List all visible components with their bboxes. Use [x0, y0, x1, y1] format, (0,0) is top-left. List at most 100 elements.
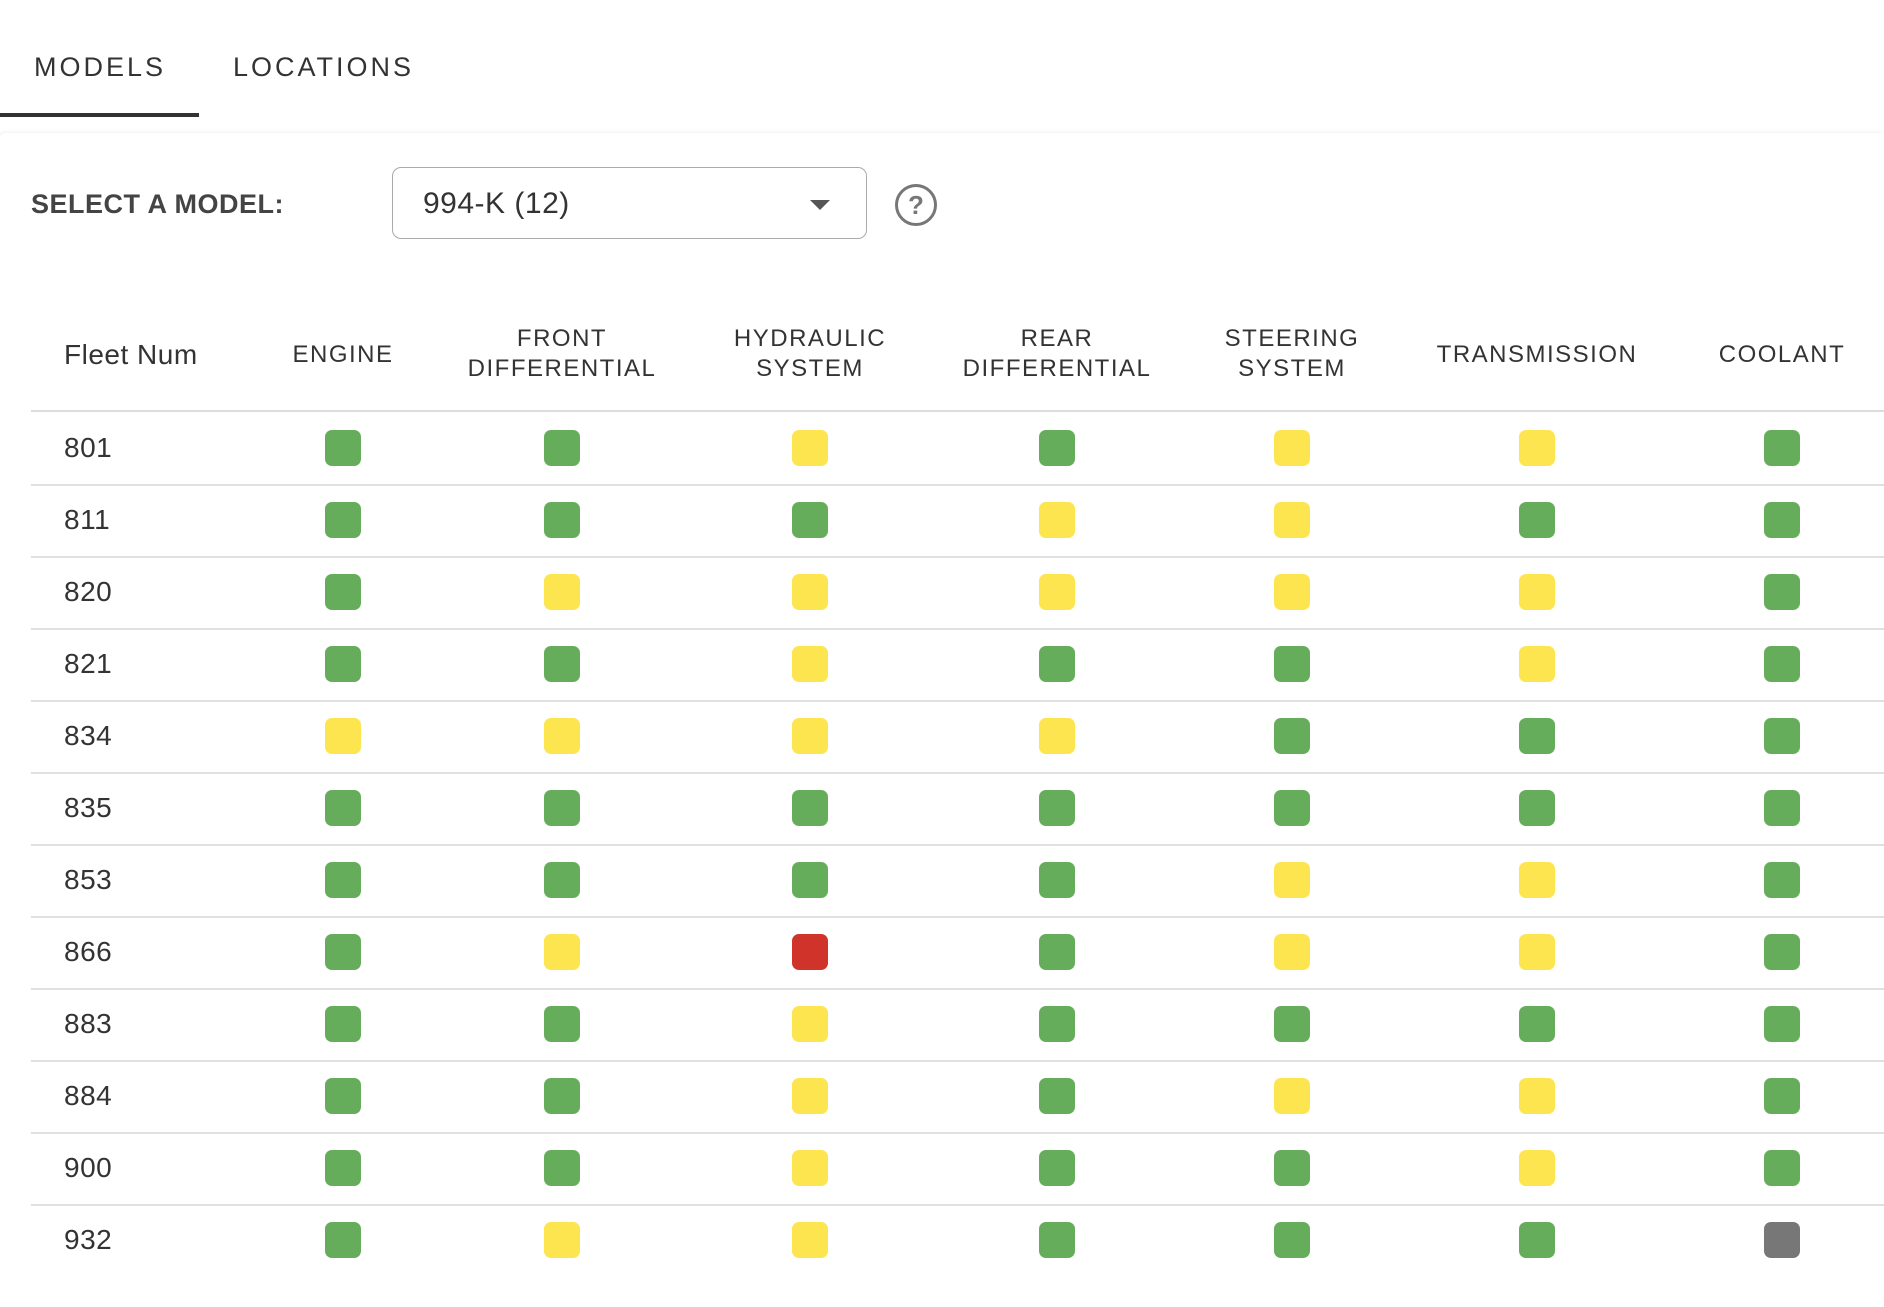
status-indicator-rear-differential[interactable] — [1039, 574, 1075, 610]
status-indicator-engine[interactable] — [325, 502, 361, 538]
tab-models[interactable]: MODELS — [34, 52, 166, 83]
status-indicator-front-differential[interactable] — [544, 862, 580, 898]
status-indicator-coolant[interactable] — [1764, 934, 1800, 970]
status-indicator-rear-differential[interactable] — [1039, 1222, 1075, 1258]
status-indicator-engine[interactable] — [325, 790, 361, 826]
status-indicator-hydraulic-system[interactable] — [792, 430, 828, 466]
status-indicator-transmission[interactable] — [1519, 862, 1555, 898]
status-indicator-coolant[interactable] — [1764, 430, 1800, 466]
status-indicator-steering-system[interactable] — [1274, 1078, 1310, 1114]
status-indicator-transmission[interactable] — [1519, 790, 1555, 826]
status-indicator-rear-differential[interactable] — [1039, 430, 1075, 466]
column-header-front-differential[interactable]: FRONTDIFFERENTIAL — [452, 300, 672, 410]
status-indicator-rear-differential[interactable] — [1039, 1078, 1075, 1114]
status-indicator-transmission[interactable] — [1519, 1222, 1555, 1258]
status-indicator-front-differential[interactable] — [544, 790, 580, 826]
status-indicator-coolant[interactable] — [1764, 790, 1800, 826]
status-indicator-steering-system[interactable] — [1274, 502, 1310, 538]
column-header-transmission[interactable]: TRANSMISSION — [1427, 300, 1647, 410]
status-indicator-steering-system[interactable] — [1274, 790, 1310, 826]
status-indicator-steering-system[interactable] — [1274, 1222, 1310, 1258]
status-indicator-coolant[interactable] — [1764, 862, 1800, 898]
table-row[interactable]: 884 — [31, 1060, 1884, 1134]
tab-locations[interactable]: LOCATIONS — [233, 52, 414, 83]
status-indicator-steering-system[interactable] — [1274, 862, 1310, 898]
status-indicator-coolant[interactable] — [1764, 1078, 1800, 1114]
status-indicator-front-differential[interactable] — [544, 1150, 580, 1186]
table-row[interactable]: 821 — [31, 628, 1884, 702]
status-indicator-steering-system[interactable] — [1274, 718, 1310, 754]
status-indicator-rear-differential[interactable] — [1039, 862, 1075, 898]
status-indicator-rear-differential[interactable] — [1039, 934, 1075, 970]
status-indicator-front-differential[interactable] — [544, 646, 580, 682]
status-indicator-rear-differential[interactable] — [1039, 1006, 1075, 1042]
status-indicator-hydraulic-system[interactable] — [792, 502, 828, 538]
status-indicator-coolant[interactable] — [1764, 1150, 1800, 1186]
status-indicator-front-differential[interactable] — [544, 1078, 580, 1114]
column-header-coolant[interactable]: COOLANT — [1672, 300, 1884, 410]
column-header-hydraulic-system[interactable]: HYDRAULICSYSTEM — [700, 300, 920, 410]
table-row[interactable]: 900 — [31, 1132, 1884, 1206]
column-header-steering-system[interactable]: STEERINGSYSTEM — [1182, 300, 1402, 410]
status-indicator-rear-differential[interactable] — [1039, 790, 1075, 826]
status-indicator-transmission[interactable] — [1519, 1150, 1555, 1186]
status-indicator-coolant[interactable] — [1764, 646, 1800, 682]
status-indicator-front-differential[interactable] — [544, 574, 580, 610]
status-indicator-transmission[interactable] — [1519, 574, 1555, 610]
status-indicator-steering-system[interactable] — [1274, 646, 1310, 682]
column-header-rear-differential[interactable]: REARDIFFERENTIAL — [947, 300, 1167, 410]
status-indicator-engine[interactable] — [325, 574, 361, 610]
status-indicator-steering-system[interactable] — [1274, 574, 1310, 610]
status-indicator-transmission[interactable] — [1519, 502, 1555, 538]
status-indicator-coolant[interactable] — [1764, 502, 1800, 538]
table-row[interactable]: 801 — [31, 412, 1884, 486]
table-row[interactable]: 835 — [31, 772, 1884, 846]
status-indicator-engine[interactable] — [325, 1222, 361, 1258]
table-row[interactable]: 883 — [31, 988, 1884, 1062]
status-indicator-front-differential[interactable] — [544, 1222, 580, 1258]
question-circle-icon[interactable]: ? — [895, 184, 937, 226]
status-indicator-rear-differential[interactable] — [1039, 718, 1075, 754]
status-indicator-transmission[interactable] — [1519, 646, 1555, 682]
status-indicator-front-differential[interactable] — [544, 430, 580, 466]
status-indicator-rear-differential[interactable] — [1039, 502, 1075, 538]
table-row[interactable]: 932 — [31, 1204, 1884, 1276]
status-indicator-transmission[interactable] — [1519, 1006, 1555, 1042]
status-indicator-coolant[interactable] — [1764, 718, 1800, 754]
status-indicator-rear-differential[interactable] — [1039, 646, 1075, 682]
status-indicator-steering-system[interactable] — [1274, 1006, 1310, 1042]
status-indicator-engine[interactable] — [325, 430, 361, 466]
status-indicator-engine[interactable] — [325, 1150, 361, 1186]
status-indicator-front-differential[interactable] — [544, 934, 580, 970]
status-indicator-coolant[interactable] — [1764, 574, 1800, 610]
status-indicator-coolant[interactable] — [1764, 1006, 1800, 1042]
model-dropdown[interactable]: 994-K (12) — [392, 167, 867, 239]
table-row[interactable]: 820 — [31, 556, 1884, 630]
table-row[interactable]: 811 — [31, 484, 1884, 558]
status-indicator-steering-system[interactable] — [1274, 430, 1310, 466]
status-indicator-hydraulic-system[interactable] — [792, 646, 828, 682]
column-header-engine[interactable]: ENGINE — [233, 300, 453, 410]
status-indicator-engine[interactable] — [325, 934, 361, 970]
status-indicator-front-differential[interactable] — [544, 1006, 580, 1042]
status-indicator-steering-system[interactable] — [1274, 1150, 1310, 1186]
status-indicator-rear-differential[interactable] — [1039, 1150, 1075, 1186]
status-indicator-engine[interactable] — [325, 1078, 361, 1114]
table-row[interactable]: 834 — [31, 700, 1884, 774]
status-indicator-hydraulic-system[interactable] — [792, 1222, 828, 1258]
status-indicator-hydraulic-system[interactable] — [792, 934, 828, 970]
status-indicator-engine[interactable] — [325, 862, 361, 898]
status-indicator-hydraulic-system[interactable] — [792, 1150, 828, 1186]
status-indicator-transmission[interactable] — [1519, 934, 1555, 970]
status-indicator-transmission[interactable] — [1519, 430, 1555, 466]
status-indicator-engine[interactable] — [325, 718, 361, 754]
status-indicator-hydraulic-system[interactable] — [792, 1078, 828, 1114]
status-indicator-steering-system[interactable] — [1274, 934, 1310, 970]
status-indicator-transmission[interactable] — [1519, 1078, 1555, 1114]
table-row[interactable]: 866 — [31, 916, 1884, 990]
status-indicator-transmission[interactable] — [1519, 718, 1555, 754]
status-indicator-hydraulic-system[interactable] — [792, 718, 828, 754]
status-indicator-front-differential[interactable] — [544, 718, 580, 754]
table-row[interactable]: 853 — [31, 844, 1884, 918]
status-indicator-hydraulic-system[interactable] — [792, 574, 828, 610]
